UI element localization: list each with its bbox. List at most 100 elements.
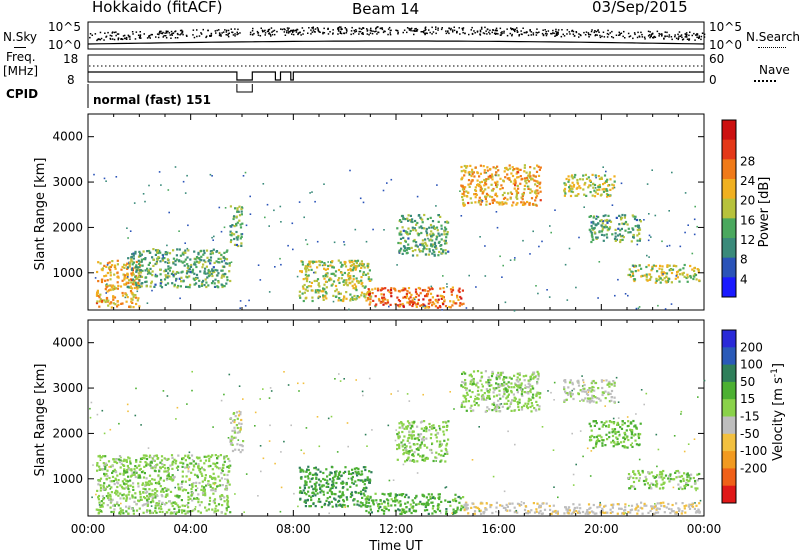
echo-cell <box>595 435 598 438</box>
echo-cell <box>204 474 207 477</box>
echo-cell <box>489 176 492 179</box>
echo-cell <box>447 500 450 503</box>
echo-cell <box>166 494 169 497</box>
echo-cell <box>523 170 526 173</box>
echo-cell <box>204 260 207 264</box>
echo-cell <box>122 464 125 467</box>
echo-cell <box>529 398 532 401</box>
echo-cell <box>174 263 177 266</box>
echo-cell <box>457 495 460 499</box>
noise-point <box>503 32 505 34</box>
noise-point <box>619 33 621 35</box>
echo-cell <box>574 194 577 197</box>
noise-point <box>675 37 678 40</box>
noise-point <box>536 28 538 30</box>
echo-cell <box>106 504 109 507</box>
echo-cell <box>592 216 595 219</box>
echo-cell <box>441 252 444 255</box>
echo-cell <box>291 222 294 225</box>
echo-cell <box>187 466 191 469</box>
noise-point <box>340 28 342 30</box>
echo-cell <box>423 509 427 512</box>
echo-cell <box>409 300 412 303</box>
noise-point <box>599 34 601 37</box>
echo-cell <box>364 466 367 469</box>
echo-cell <box>381 298 384 302</box>
echo-cell <box>340 265 343 268</box>
echo-cell <box>390 504 393 507</box>
echo-cell <box>440 233 443 236</box>
echo-cell <box>204 272 207 275</box>
noise-point <box>143 33 145 35</box>
echo-cell <box>402 453 405 456</box>
echo-cell <box>216 461 219 465</box>
echo-cell <box>329 489 332 492</box>
echo-cell <box>175 254 178 257</box>
noise-point <box>251 30 254 32</box>
echo-cell <box>503 393 506 396</box>
noise-point <box>428 29 430 31</box>
echo-cell <box>691 252 694 255</box>
echo-cell <box>632 228 635 231</box>
echo-cell <box>447 250 450 253</box>
echo-cell <box>442 275 444 277</box>
noise-point <box>526 31 528 33</box>
noise-point <box>355 30 358 33</box>
echo-cell <box>125 468 128 472</box>
echo-cell <box>605 420 608 423</box>
echo-cell <box>353 467 356 470</box>
echo-cell <box>314 291 317 294</box>
echo-cell <box>160 278 163 282</box>
echo-cell <box>438 509 442 512</box>
echo-cell <box>538 396 541 399</box>
echo-cell <box>668 244 671 247</box>
noise-point <box>423 31 425 34</box>
echo-cell <box>198 456 201 459</box>
echo-cell <box>192 277 195 280</box>
echo-cell <box>397 501 400 504</box>
echo-cell <box>537 165 540 168</box>
echo-cell <box>199 459 202 462</box>
echo-cell <box>632 274 635 277</box>
echo-cell <box>235 224 238 227</box>
echo-cell <box>331 266 334 269</box>
echo-cell <box>538 392 541 396</box>
echo-cell <box>232 412 235 415</box>
echo-cell <box>588 389 591 392</box>
echo-cell <box>621 445 624 448</box>
echo-cell <box>116 287 119 290</box>
echo-cell <box>467 400 470 403</box>
echo-cell <box>240 233 243 236</box>
echo-cell <box>436 294 439 297</box>
echo-cell <box>513 396 516 399</box>
echo-cell <box>444 239 447 242</box>
noise-strip-frame <box>87 21 705 50</box>
noise-point <box>381 27 383 29</box>
echo-cell <box>522 404 525 407</box>
echo-cell <box>475 193 478 196</box>
echo-cell <box>201 492 205 495</box>
noise-point <box>220 34 222 36</box>
echo-cell <box>198 257 201 260</box>
echo-cell <box>462 192 465 196</box>
echo-cell <box>421 250 424 253</box>
echo-cell <box>214 487 217 491</box>
echo-cell <box>157 474 160 477</box>
echo-cell <box>161 489 164 492</box>
echo-cell <box>429 448 432 452</box>
noise-point <box>484 26 486 29</box>
echo-cell <box>514 382 517 385</box>
echo-cell <box>411 220 414 224</box>
echo-cell <box>97 508 100 511</box>
echo-cell <box>471 168 474 171</box>
noise-point <box>396 29 398 32</box>
echo-cell <box>216 285 219 288</box>
echo-cell <box>141 282 144 285</box>
echo-cell <box>212 482 215 485</box>
echo-cell <box>406 247 409 250</box>
echo-cell <box>204 492 207 495</box>
echo-cell <box>213 498 217 501</box>
echo-cell <box>309 480 312 483</box>
echo-cell <box>435 451 438 454</box>
echo-cell <box>311 289 314 292</box>
